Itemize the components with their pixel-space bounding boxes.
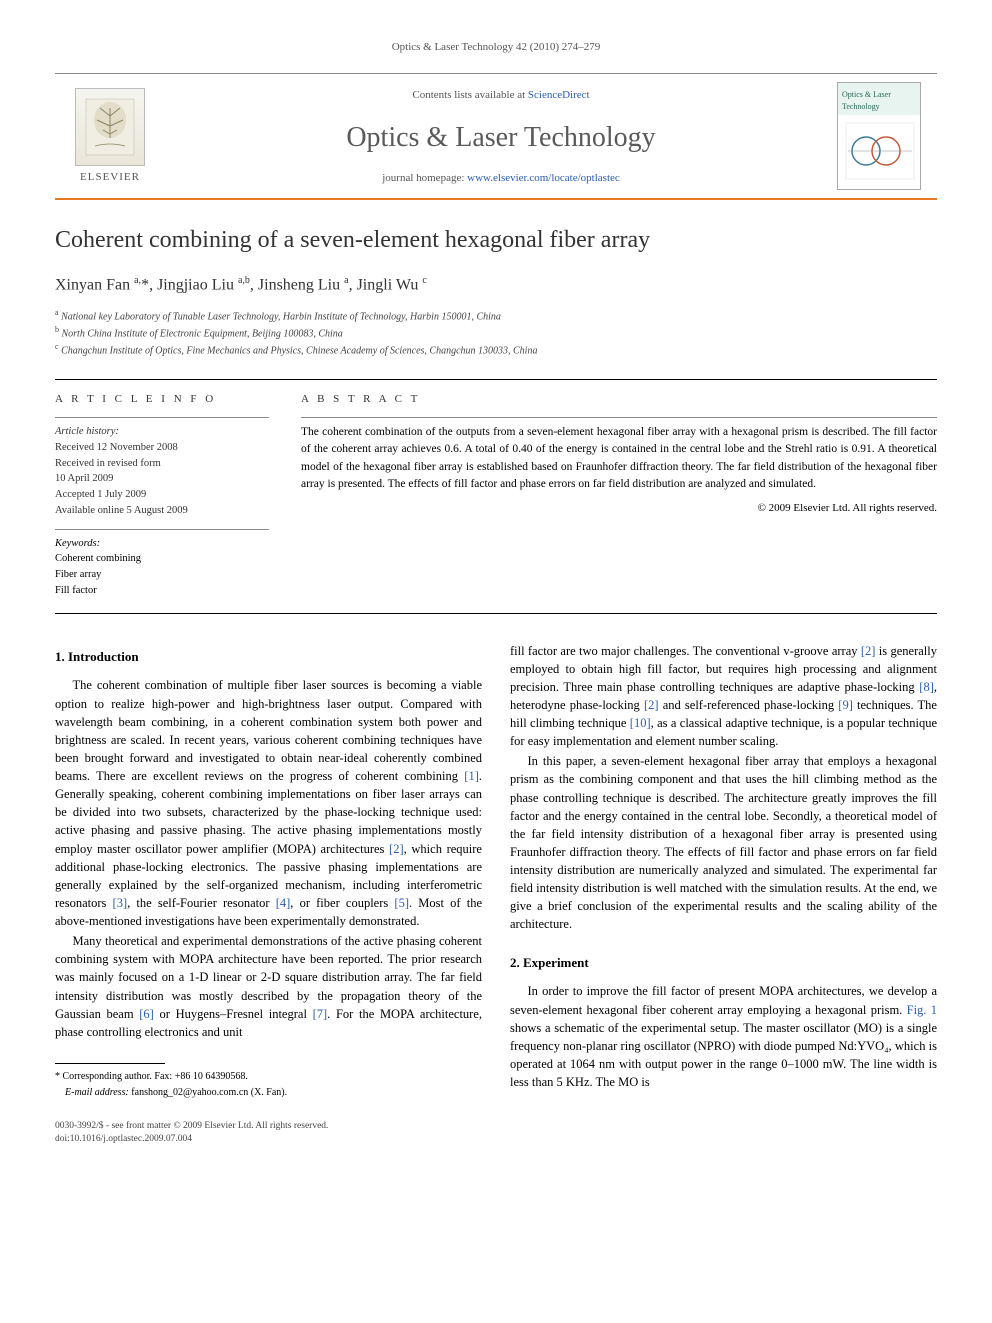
email-footnote: E-mail address: fanshong_02@yahoo.com.cn… [55, 1086, 482, 1100]
keywords-block: Keywords: Coherent combining Fiber array… [55, 529, 269, 599]
journal-homepage-link[interactable]: www.elsevier.com/locate/optlastec [467, 172, 620, 184]
contents-available-line: Contents lists available at ScienceDirec… [175, 88, 827, 103]
affiliation-a: a National key Laboratory of Tunable Las… [55, 307, 937, 324]
journal-name: Optics & Laser Technology [175, 118, 827, 157]
history-received: Received 12 November 2008 [55, 440, 269, 456]
sciencedirect-link[interactable]: ScienceDirect [528, 89, 590, 101]
affiliation-c: c Changchun Institute of Optics, Fine Me… [55, 341, 937, 358]
corresponding-author-note: * Corresponding author. Fax: +86 10 6439… [55, 1070, 482, 1084]
email-label: E-mail address: [65, 1087, 129, 1098]
publisher-block: ELSEVIER [55, 88, 165, 193]
history-accepted: Accepted 1 July 2009 [55, 487, 269, 503]
contents-prefix: Contents lists available at [412, 89, 527, 101]
intro-paragraph-1: The coherent combination of multiple fib… [55, 676, 482, 930]
affiliation-b: b North China Institute of Electronic Eq… [55, 324, 937, 341]
article-info-panel: A R T I C L E I N F O Article history: R… [55, 380, 285, 613]
history-revised-date: 10 April 2009 [55, 471, 269, 487]
masthead-center: Contents lists available at ScienceDirec… [165, 84, 837, 196]
keyword-2: Fiber array [55, 567, 269, 583]
affiliations: a National key Laboratory of Tunable Las… [55, 307, 937, 359]
abstract-heading: A B S T R A C T [301, 392, 937, 407]
article-title: Coherent combining of a seven-element he… [55, 224, 937, 258]
author-list: Xinyan Fan a,*, Jingjiao Liu a,b, Jinshe… [55, 274, 937, 297]
doi-line: doi:10.1016/j.optlastec.2009.07.004 [55, 1133, 937, 1146]
corresponding-email: fanshong_02@yahoo.com.cn (X. Fan). [131, 1087, 287, 1098]
article-body: 1. Introduction The coherent combination… [55, 642, 937, 1100]
abstract-text: The coherent combination of the outputs … [301, 417, 937, 493]
article-info-heading: A R T I C L E I N F O [55, 392, 269, 407]
abstract-copyright: © 2009 Elsevier Ltd. All rights reserved… [301, 501, 937, 516]
intro-paragraph-3: fill factor are two major challenges. Th… [510, 642, 937, 751]
experiment-paragraph-1: In order to improve the fill factor of p… [510, 982, 937, 1091]
journal-cover-thumbnail: Optics & Laser Technology [837, 82, 921, 190]
running-header: Optics & Laser Technology 42 (2010) 274–… [55, 40, 937, 55]
keywords-label: Keywords: [55, 536, 269, 552]
keyword-1: Coherent combining [55, 551, 269, 567]
section-1-heading: 1. Introduction [55, 648, 482, 667]
intro-paragraph-2: Many theoretical and experimental demons… [55, 932, 482, 1041]
journal-cover-block: Optics & Laser Technology [837, 82, 937, 198]
article-history: Article history: Received 12 November 20… [55, 417, 269, 519]
homepage-prefix: journal homepage: [382, 172, 467, 184]
keyword-3: Fill factor [55, 583, 269, 599]
intro-paragraph-4: In this paper, a seven-element hexagonal… [510, 752, 937, 933]
footnotes: * Corresponding author. Fax: +86 10 6439… [55, 1070, 482, 1100]
history-online: Available online 5 August 2009 [55, 503, 269, 519]
journal-homepage-line: journal homepage: www.elsevier.com/locat… [175, 171, 827, 186]
bottom-metadata: 0030-3992/$ - see front matter © 2009 El… [55, 1120, 937, 1147]
abstract-panel: A B S T R A C T The coherent combination… [285, 380, 937, 613]
journal-masthead: ELSEVIER Contents lists available at Sci… [55, 73, 937, 200]
history-revised-label: Received in revised form [55, 456, 269, 472]
elsevier-tree-icon [75, 88, 145, 166]
footnote-separator [55, 1063, 165, 1064]
history-label: Article history: [55, 424, 269, 440]
front-matter-line: 0030-3992/$ - see front matter © 2009 El… [55, 1120, 937, 1133]
elsevier-wordmark: ELSEVIER [80, 170, 140, 185]
section-2-heading: 2. Experiment [510, 954, 937, 973]
